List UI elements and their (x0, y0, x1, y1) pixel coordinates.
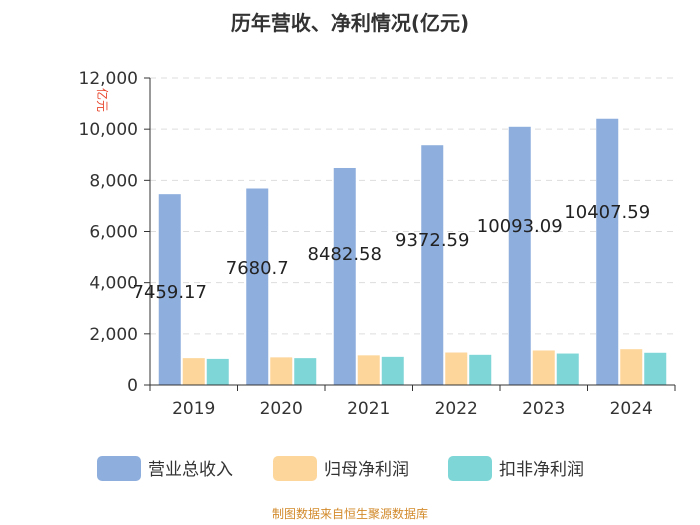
bar-营业总收入-2023[interactable] (508, 126, 531, 386)
bar-营业总收入-2022[interactable] (421, 145, 444, 385)
y-tick-label: 0 (127, 376, 138, 396)
y-tick-label: 2,000 (89, 325, 138, 345)
bars (158, 118, 667, 386)
bar-归母净利润-2024[interactable] (620, 349, 643, 385)
x-tick-label: 2024 (610, 399, 653, 419)
data-label: 7459.17 (133, 282, 207, 303)
bar-营业总收入-2021[interactable] (333, 167, 356, 385)
bar-归母净利润-2019[interactable] (182, 358, 205, 385)
data-label: 9372.59 (395, 230, 469, 251)
x-tick-label: 2023 (522, 399, 565, 419)
bar-扣非净利润-2020[interactable] (294, 358, 317, 385)
bar-营业总收入-2020[interactable] (246, 188, 269, 385)
x-tick-label: 2019 (172, 399, 215, 419)
x-axis: 2019 2020 2021 2022 2023 2024 (149, 384, 676, 419)
legend-swatch (273, 456, 317, 481)
bar-营业总收入-2019[interactable] (158, 194, 181, 385)
x-tick-label: 2020 (260, 399, 303, 419)
legend[interactable]: 营业总收入 归母净利润 扣非净利润 (97, 456, 584, 481)
bar-扣非净利润-2021[interactable] (381, 356, 404, 385)
bar-归母净利润-2022[interactable] (445, 352, 468, 385)
bar-扣非净利润-2019[interactable] (206, 358, 229, 385)
y-tick-label: 6,000 (89, 223, 138, 243)
legend-label: 归母净利润 (324, 460, 409, 480)
y-tick-label: 4,000 (89, 274, 138, 294)
y-tick-label: 8,000 (89, 171, 138, 191)
data-label: 7680.7 (226, 258, 289, 279)
bar-营业总收入-2024[interactable] (596, 118, 619, 385)
y-axis: 0 2,000 4,000 6,000 8,000 10,000 12,000 (79, 69, 151, 396)
x-tick-label: 2021 (347, 399, 390, 419)
data-label: 8482.58 (308, 244, 382, 265)
data-label: 10093.09 (477, 216, 563, 237)
data-label: 10407.59 (564, 202, 650, 223)
bar-扣非净利润-2023[interactable] (556, 353, 579, 385)
bar-扣非净利润-2022[interactable] (469, 354, 492, 385)
source-note: 制图数据来自恒生聚源数据库 (272, 506, 428, 521)
bar-扣非净利润-2024[interactable] (644, 352, 667, 385)
y-axis-unit: 亿元 (95, 88, 110, 112)
legend-swatch (448, 456, 492, 481)
legend-swatch (97, 456, 141, 481)
chart-title: 历年营收、净利情况(亿元) (231, 11, 469, 35)
x-tick-label: 2022 (435, 399, 478, 419)
legend-item-营业总收入[interactable]: 营业总收入 (97, 456, 233, 481)
bar-归母净利润-2023[interactable] (532, 350, 555, 385)
y-tick-label: 10,000 (79, 120, 138, 140)
y-tick-label: 12,000 (79, 69, 138, 89)
bar-归母净利润-2020[interactable] (270, 357, 293, 385)
bar-归母净利润-2021[interactable] (357, 355, 380, 385)
legend-label: 扣非净利润 (499, 460, 584, 480)
legend-label: 营业总收入 (148, 460, 233, 480)
data-labels: 7459.17 7680.7 8482.58 9372.59 10093.0910407… (133, 202, 651, 303)
legend-item-归母净利润[interactable]: 归母净利润 (273, 456, 409, 481)
legend-item-扣非净利润[interactable]: 扣非净利润 (448, 456, 584, 481)
